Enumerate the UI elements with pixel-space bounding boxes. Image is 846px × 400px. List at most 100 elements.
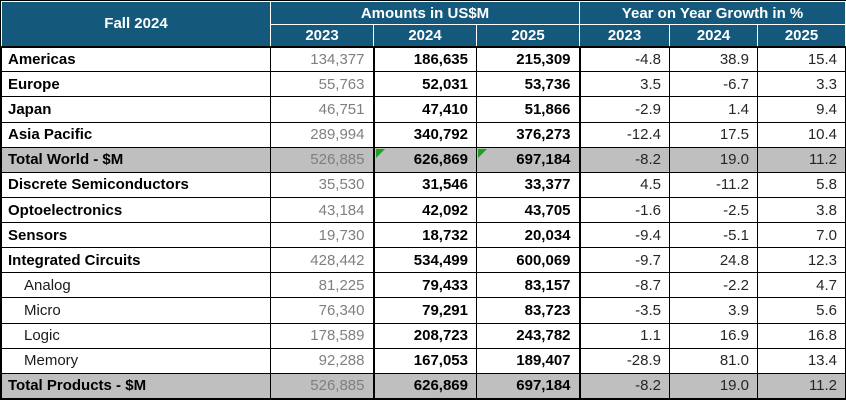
amount-2024-cell: 42,092	[372, 196, 477, 224]
growth-2025-cell: 5.6	[757, 297, 846, 324]
amount-2023-cell: 178,589	[270, 322, 374, 349]
growth-2025-cell: 3.8	[757, 196, 846, 224]
amount-2024-cell: 47,410	[372, 96, 477, 123]
table-row: Memory 92,288 167,053 189,407 -28.9 81.0…	[1, 347, 846, 374]
growth-2025-cell: 16.8	[757, 322, 846, 349]
table-row: Americas 134,377 186,635 215,309 -4.8 38…	[1, 46, 846, 73]
cell-flag-icon	[478, 148, 487, 158]
header-year-row: 2023 2024 2025 2023 2024 2025	[2, 24, 846, 48]
growth-2023-cell: -12.4	[578, 121, 671, 148]
growth-2024-cell: 17.5	[669, 121, 759, 148]
amount-2023-cell: 76,340	[270, 297, 374, 324]
growth-2025-cell: 13.4	[757, 347, 846, 374]
header-group-row: Fall 2024 Amounts in US$M Year on Year G…	[1, 0, 846, 48]
amount-2023-cell: 526,885	[270, 372, 374, 400]
table-row-total-products: Total Products - $M 526,885 626,869 697,…	[1, 372, 846, 400]
growth-2023-cell: -3.5	[578, 297, 671, 324]
growth-2024-cell: -5.1	[669, 222, 759, 249]
year-header-growth-2025: 2025	[757, 24, 846, 48]
table-row: Analog 81,225 79,433 83,157 -8.7 -2.2 4.…	[1, 272, 846, 299]
growth-2025-cell: 5.8	[757, 171, 846, 198]
table-row: Micro 76,340 79,291 83,723 -3.5 3.9 5.6	[1, 297, 846, 324]
row-label: Integrated Circuits	[1, 247, 271, 274]
amount-2023-cell: 35,530	[270, 171, 374, 198]
growth-2024-cell: 1.4	[669, 96, 759, 123]
amount-2024-cell: 208,723	[372, 322, 477, 349]
amount-2025-cell: 189,407	[475, 347, 581, 374]
table-row: Japan 46,751 47,410 51,866 -2.9 1.4 9.4	[1, 96, 846, 123]
table-row: Logic 178,589 208,723 243,782 1.1 16.9 1…	[1, 322, 846, 349]
table-row: Sensors 19,730 18,732 20,034 -9.4 -5.1 7…	[1, 222, 846, 249]
amount-2023-cell: 19,730	[270, 222, 374, 249]
growth-2023-cell: -8.2	[578, 146, 671, 173]
amount-2024-cell: 626,869	[372, 372, 477, 400]
growth-2025-cell: 11.2	[757, 146, 846, 173]
growth-2023-cell: -28.9	[578, 347, 671, 374]
growth-2024-cell: 24.8	[669, 247, 759, 274]
row-label: Americas	[1, 46, 271, 73]
amount-2024-cell: 31,546	[372, 171, 477, 198]
row-label: Asia Pacific	[1, 121, 271, 148]
amount-2023-cell: 43,184	[270, 196, 374, 224]
growth-2025-cell: 9.4	[757, 96, 846, 123]
amount-2025-cell: 376,273	[475, 121, 581, 148]
table-row: Optoelectronics 43,184 42,092 43,705 -1.…	[1, 196, 846, 224]
amount-2024-cell: 534,499	[372, 247, 477, 274]
table-row: Discrete Semiconductors 35,530 31,546 33…	[1, 171, 846, 198]
amount-2025-cell: 600,069	[475, 247, 581, 274]
amount-2023-cell: 46,751	[270, 96, 374, 123]
growth-2023-cell: -4.8	[578, 46, 671, 73]
table-row: Asia Pacific 289,994 340,792 376,273 -12…	[1, 121, 846, 148]
growth-2023-cell: -8.2	[578, 372, 671, 400]
amount-2025-cell: 83,723	[475, 297, 581, 324]
growth-2024-cell: 19.0	[669, 372, 759, 400]
table-row: Integrated Circuits 428,442 534,499 600,…	[1, 247, 846, 274]
growth-2024-cell: 38.9	[669, 46, 759, 73]
growth-2023-cell: -9.4	[578, 222, 671, 249]
growth-2025-cell: 3.3	[757, 71, 846, 98]
growth-2023-cell: -1.6	[578, 196, 671, 224]
row-label: Europe	[1, 71, 271, 98]
amount-2025-cell: 43,705	[475, 196, 581, 224]
row-label: Total World - $M	[1, 146, 271, 173]
amount-2024-cell: 18,732	[372, 222, 477, 249]
growth-2024-cell: 3.9	[669, 297, 759, 324]
year-header-growth-2024: 2024	[669, 24, 759, 48]
amount-2023-cell: 92,288	[270, 347, 374, 374]
amount-2025-cell: 20,034	[475, 222, 581, 249]
amount-2025-cell: 697,184	[475, 372, 581, 400]
amount-2023-cell: 55,763	[270, 71, 374, 98]
growth-2024-cell: 19.0	[669, 146, 759, 173]
growth-2024-cell: -11.2	[669, 171, 759, 198]
amount-2024-cell: 186,635	[372, 46, 477, 73]
amount-2025-cell: 697,184	[475, 146, 581, 173]
amount-2023-cell: 289,994	[270, 121, 374, 148]
amount-2023-cell: 428,442	[270, 247, 374, 274]
growth-2025-cell: 4.7	[757, 272, 846, 299]
amount-2024-cell: 52,031	[372, 71, 477, 98]
growth-2024-cell: -2.5	[669, 196, 759, 224]
header-group-growth: Year on Year Growth in %	[579, 0, 846, 26]
amount-2024-cell: 167,053	[372, 347, 477, 374]
amount-2023-cell: 526,885	[270, 146, 374, 173]
row-label: Micro	[1, 297, 271, 324]
header-group-amounts: Amounts in US$M	[269, 0, 581, 26]
amount-2023-cell: 81,225	[270, 272, 374, 299]
year-header-amount-2023: 2023	[270, 24, 374, 48]
row-label: Sensors	[1, 222, 271, 249]
growth-2024-cell: 81.0	[669, 347, 759, 374]
amount-2025-value: 697,184	[516, 151, 571, 169]
amount-2025-cell: 83,157	[475, 272, 581, 299]
row-label: Optoelectronics	[1, 196, 271, 224]
table-title: Fall 2024	[1, 0, 271, 48]
growth-2025-cell: 12.3	[757, 247, 846, 274]
row-label: Total Products - $M	[1, 372, 271, 400]
growth-2023-cell: -8.7	[578, 272, 671, 299]
amount-2025-cell: 53,736	[475, 71, 581, 98]
amount-2024-cell: 79,433	[372, 272, 477, 299]
amount-2023-cell: 134,377	[270, 46, 374, 73]
amount-2024-cell: 626,869	[372, 146, 477, 173]
amount-2024-cell: 340,792	[372, 121, 477, 148]
